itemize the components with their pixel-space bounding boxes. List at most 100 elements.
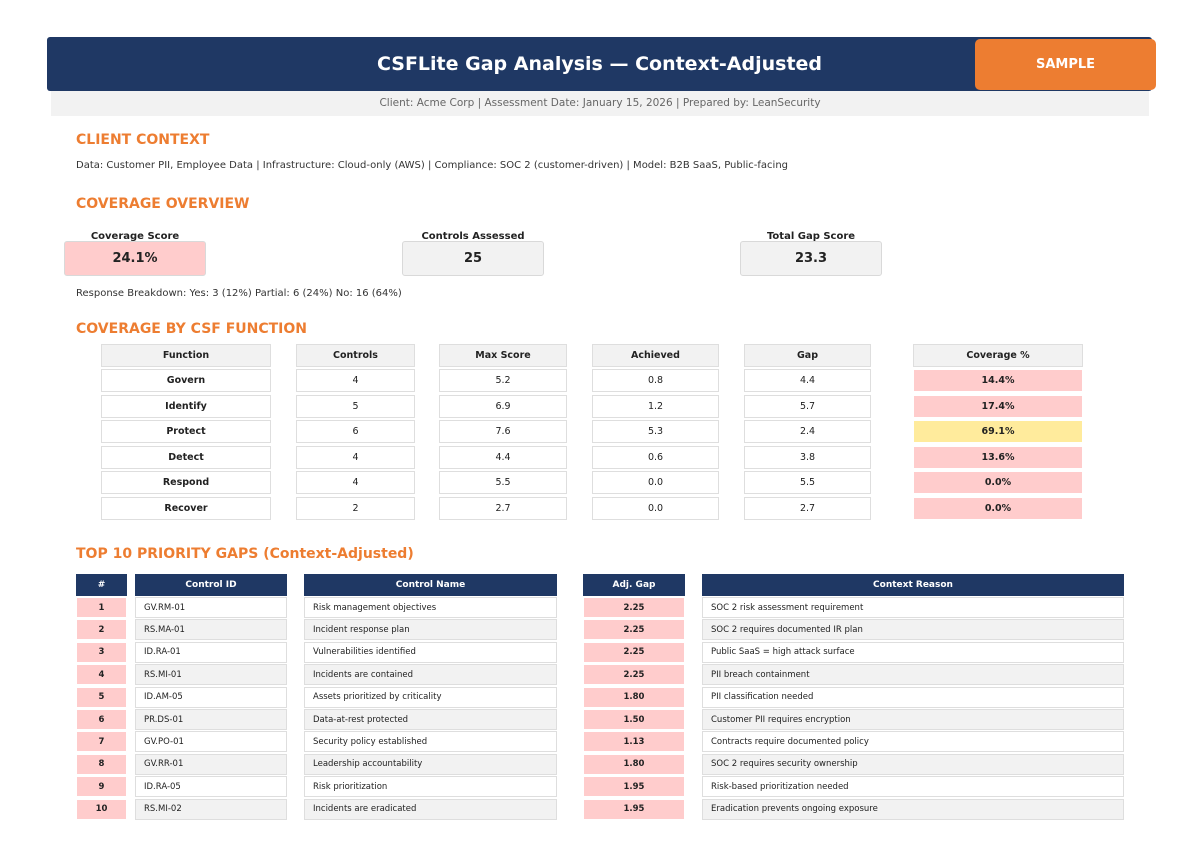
table-cell: Data-at-rest protected <box>304 709 557 730</box>
table-cell: PII classification needed <box>702 686 1124 708</box>
table-cell: SOC 2 requires documented IR plan <box>702 619 1124 641</box>
table-cell: 2.25 <box>583 664 685 686</box>
table-cell: 5.3 <box>592 420 719 444</box>
function-name: Identify <box>101 394 271 418</box>
table-cell: Eradication prevents ongoing exposure <box>702 798 1124 820</box>
table-cell: 1 <box>76 597 127 618</box>
table-cell: Public SaaS = high attack surface <box>702 641 1124 663</box>
table-cell: 5.5 <box>744 471 871 495</box>
table-cell: 1.95 <box>583 776 685 798</box>
priority-gaps-heading: TOP 10 PRIORITY GAPS (Context-Adjusted) <box>76 546 414 562</box>
table-cell: 6.9 <box>439 394 567 418</box>
table-cell: Assets prioritized by criticality <box>304 686 557 708</box>
table-cell: 2 <box>296 497 415 520</box>
table-cell: 2.7 <box>744 497 871 520</box>
table-cell: 2.25 <box>583 619 685 641</box>
metric-label: Total Gap Score <box>766 231 856 242</box>
response-breakdown: Response Breakdown: Yes: 3 (12%) Partial… <box>76 288 402 299</box>
table-cell: 2.7 <box>439 497 567 520</box>
table-cell: 5 <box>76 686 127 708</box>
table-cell: GV.RM-01 <box>135 597 287 618</box>
sample-badge: SAMPLE <box>975 39 1156 90</box>
table-cell: 2.25 <box>583 597 685 618</box>
table-cell: 6 <box>296 420 415 444</box>
table-cell: RS.MA-01 <box>135 619 287 641</box>
table-cell: 6 <box>76 709 127 730</box>
table-cell: PII breach containment <box>702 664 1124 686</box>
table-cell: 4 <box>296 471 415 495</box>
table-cell: 7 <box>76 731 127 753</box>
table-cell: SOC 2 risk assessment requirement <box>702 597 1124 618</box>
metric-value: 23.3 <box>740 241 882 276</box>
table-cell: 2 <box>76 619 127 641</box>
table-cell: 13.6% <box>913 445 1083 469</box>
function-name: Govern <box>101 369 271 392</box>
table-cell: Contracts require documented policy <box>702 731 1124 753</box>
table-cell: 2.4 <box>744 420 871 444</box>
table-cell: GV.PO-01 <box>135 731 287 753</box>
function-name: Protect <box>101 420 271 444</box>
function-name: Recover <box>101 497 271 520</box>
table-cell: 0.8 <box>592 369 719 392</box>
table-cell: ID.AM-05 <box>135 686 287 708</box>
function-name: Detect <box>101 445 271 469</box>
table-cell: 9 <box>76 776 127 798</box>
table-cell: ID.RA-05 <box>135 776 287 798</box>
column-header: Controls <box>296 344 415 367</box>
table-cell: RS.MI-02 <box>135 798 287 820</box>
table-cell: Incidents are contained <box>304 664 557 686</box>
column-header: Adj. Gap <box>583 574 685 596</box>
table-cell: SOC 2 requires security ownership <box>702 753 1124 775</box>
table-cell: 1.95 <box>583 798 685 820</box>
metric-label: Controls Assessed <box>421 231 525 242</box>
table-cell: Risk management objectives <box>304 597 557 618</box>
table-cell: 5 <box>296 394 415 418</box>
client-context-heading: CLIENT CONTEXT <box>76 132 210 148</box>
table-cell: 1.80 <box>583 753 685 775</box>
function-name: Respond <box>101 471 271 495</box>
client-context-text: Data: Customer PII, Employee Data | Infr… <box>76 160 789 171</box>
table-cell: 2.25 <box>583 641 685 663</box>
table-cell: 8 <box>76 753 127 775</box>
table-cell: GV.RR-01 <box>135 753 287 775</box>
table-cell: Risk prioritization <box>304 776 557 798</box>
page-title: CSFLite Gap Analysis — Context-Adjusted <box>376 53 823 75</box>
coverage-overview-heading: COVERAGE OVERVIEW <box>76 196 250 212</box>
table-cell: 4 <box>76 664 127 686</box>
table-cell: Incident response plan <box>304 619 557 641</box>
table-cell: 4 <box>296 445 415 469</box>
table-cell: Security policy established <box>304 731 557 753</box>
header-bar <box>47 37 1152 91</box>
table-cell: 0.0 <box>592 471 719 495</box>
table-cell: 0.6 <box>592 445 719 469</box>
table-cell: 14.4% <box>913 369 1083 392</box>
table-cell: 4 <box>296 369 415 392</box>
table-cell: 0.0% <box>913 497 1083 520</box>
table-cell: Customer PII requires encryption <box>702 709 1124 730</box>
table-cell: Incidents are eradicated <box>304 798 557 820</box>
function-table-heading: COVERAGE BY CSF FUNCTION <box>76 321 308 337</box>
table-cell: 0.0 <box>592 497 719 520</box>
table-cell: 10 <box>76 798 127 820</box>
column-header: Coverage % <box>913 344 1083 367</box>
column-header: Context Reason <box>702 574 1124 596</box>
table-cell: 3.8 <box>744 445 871 469</box>
table-cell: 5.7 <box>744 394 871 418</box>
table-cell: RS.MI-01 <box>135 664 287 686</box>
table-cell: 5.2 <box>439 369 567 392</box>
metric-label: Coverage Score <box>90 231 180 242</box>
table-cell: 4.4 <box>744 369 871 392</box>
column-header: Max Score <box>439 344 567 367</box>
table-cell: Leadership accountability <box>304 753 557 775</box>
metric-value: 24.1% <box>64 241 206 276</box>
table-cell: 7.6 <box>439 420 567 444</box>
table-cell: 1.13 <box>583 731 685 753</box>
table-cell: ID.RA-01 <box>135 641 287 663</box>
column-header: Achieved <box>592 344 719 367</box>
table-cell: 5.5 <box>439 471 567 495</box>
table-cell: 1.50 <box>583 709 685 730</box>
table-cell: PR.DS-01 <box>135 709 287 730</box>
table-cell: 1.2 <box>592 394 719 418</box>
report-subtitle: Client: Acme Corp | Assessment Date: Jan… <box>51 91 1149 116</box>
table-cell: 1.80 <box>583 686 685 708</box>
